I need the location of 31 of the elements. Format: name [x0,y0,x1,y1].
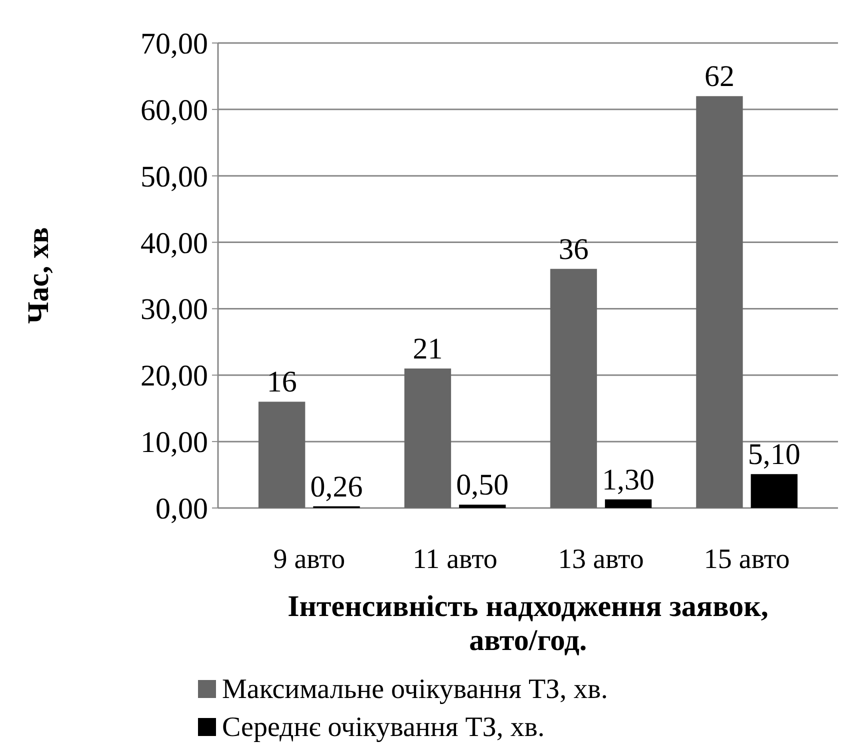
data-label: 21 [412,332,443,366]
y-tick-label: 60,00 [140,94,208,127]
bar [604,499,652,508]
bar [696,96,743,508]
data-label: 1,30 [602,463,655,496]
data-label: 5,10 [748,438,800,472]
data-label: 62 [704,60,734,94]
x-tick-label: 9 авто [273,544,346,575]
data-label: 36 [558,232,589,266]
bar [750,474,798,508]
y-tick-label: 30,00 [140,293,208,326]
x-axis-title: Інтенсивність надходження заявок, авто/год. [288,590,768,657]
y-tick-label: 40,00 [140,226,208,260]
data-label: 16 [266,366,297,399]
y-tick-label: 20,00 [140,360,208,393]
bar [459,504,506,508]
y-tick-label: 10,00 [140,426,208,460]
bar [550,268,597,508]
data-label: 0,26 [310,470,363,504]
legend-label: Середнє очікування ТЗ, хв. [222,712,545,743]
x-tick-label: 11 авто [412,544,498,575]
bar [258,402,306,508]
data-label: 0,50 [456,468,509,502]
x-tick-label: 13 авто [558,544,644,575]
bar [404,368,452,508]
x-tick-label: 15 авто [704,544,790,575]
y-tick-label: 50,00 [140,160,208,194]
legend-label: Максимальне очікування ТЗ, хв. [222,674,608,705]
y-tick-label: 70,00 [140,28,208,60]
y-axis-title: Час, хв [22,227,55,324]
y-tick-label: 0,00 [156,492,208,526]
